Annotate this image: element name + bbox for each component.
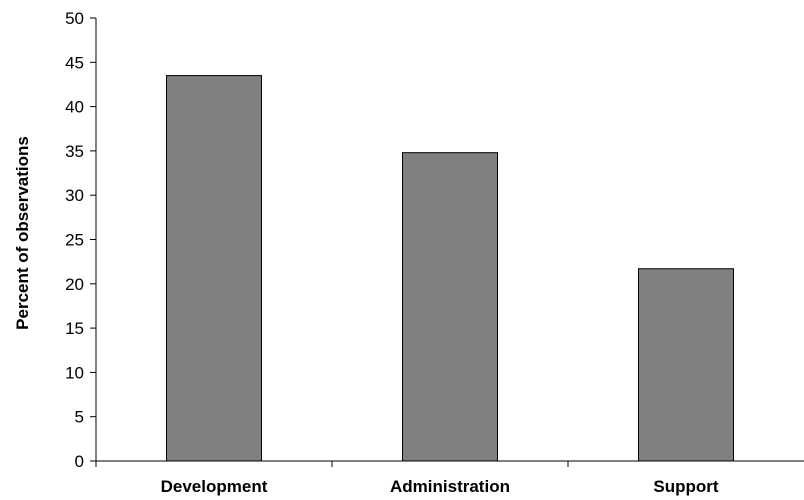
bar-development xyxy=(166,75,262,462)
y-tick-label: 5 xyxy=(75,408,84,427)
y-tick-label: 40 xyxy=(65,98,84,117)
x-category-label: Development xyxy=(161,477,268,496)
y-tick-label: 50 xyxy=(65,9,84,28)
y-axis-title: Percent of observations xyxy=(13,136,32,330)
y-tick-label: 10 xyxy=(65,363,84,382)
y-tick-label: 35 xyxy=(65,142,84,161)
y-tick-label: 0 xyxy=(75,452,84,471)
x-category-label: Administration xyxy=(390,477,510,496)
bar-support xyxy=(638,268,734,462)
y-tick-label: 45 xyxy=(65,53,84,72)
bar-administration xyxy=(402,152,498,462)
y-tick-label: 15 xyxy=(65,319,84,338)
y-tick-label: 30 xyxy=(65,186,84,205)
x-category-label: Support xyxy=(653,477,718,496)
y-tick-label: 20 xyxy=(65,275,84,294)
y-tick-label: 25 xyxy=(65,231,84,250)
